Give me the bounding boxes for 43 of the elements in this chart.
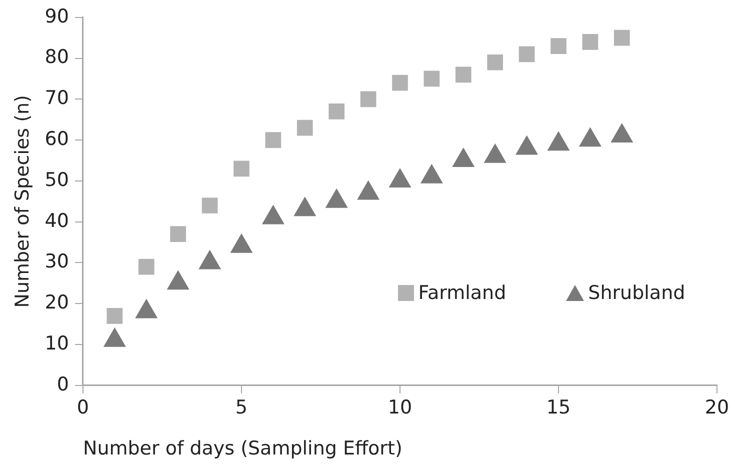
point <box>104 328 126 347</box>
y-tick-label: 90 <box>44 5 69 28</box>
point <box>294 197 316 216</box>
legend-label: Farmland <box>418 282 506 304</box>
point <box>389 168 411 188</box>
x-tick-label: 0 <box>76 396 90 419</box>
point <box>357 180 380 200</box>
point <box>487 54 504 70</box>
y-tick-label: 70 <box>44 87 69 110</box>
point <box>452 148 474 168</box>
point <box>614 30 630 46</box>
point <box>424 70 440 87</box>
point <box>518 46 535 62</box>
point <box>230 234 252 253</box>
x-tick-label: 5 <box>235 396 248 419</box>
point <box>360 91 376 108</box>
y-tick-label: 40 <box>44 210 69 232</box>
point <box>455 66 472 83</box>
point <box>392 74 408 91</box>
point <box>265 132 282 148</box>
y-axis-title: Number of Species (n) <box>11 95 34 308</box>
point <box>262 205 284 224</box>
point <box>296 120 313 136</box>
point <box>135 299 158 318</box>
y-tick-label: 80 <box>44 46 69 68</box>
point <box>582 34 598 50</box>
x-tick-label: 20 <box>704 396 730 419</box>
y-tick-label: 10 <box>44 332 69 354</box>
y-tick-label: 50 <box>44 168 69 191</box>
point <box>420 164 443 184</box>
point <box>326 188 348 208</box>
point <box>550 38 566 54</box>
point <box>167 270 189 290</box>
x-tick-label: 15 <box>546 396 571 419</box>
x-axis-title: Number of days (Sampling Effort) <box>82 438 402 460</box>
y-tick-label: 30 <box>44 250 69 273</box>
legend-label: Shrubland <box>588 282 686 304</box>
y-tick-label: 60 <box>44 128 69 150</box>
x-tick-label: 10 <box>388 396 412 419</box>
y-tick-label: 20 <box>44 292 69 314</box>
y-tick-label: 0 <box>56 373 69 396</box>
point <box>328 104 345 120</box>
point <box>198 250 221 270</box>
